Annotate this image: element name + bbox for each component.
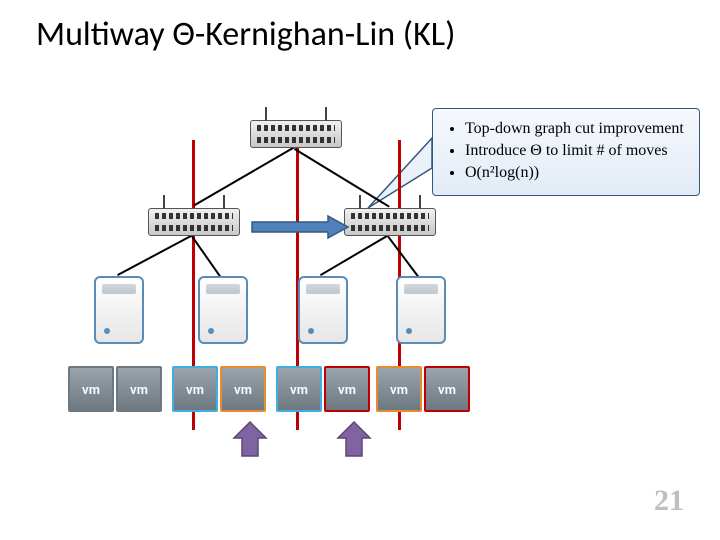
vm-box: vm	[424, 366, 470, 412]
callout-bullet: Introduce Θ to limit # of moves	[465, 141, 689, 161]
page-number: 21	[654, 484, 684, 518]
vm-box: vm	[116, 366, 162, 412]
switch-tier2	[148, 208, 240, 236]
vm-box: vm	[276, 366, 322, 412]
server-node	[298, 276, 348, 344]
callout-box: Top-down graph cut improvement Introduce…	[432, 108, 700, 196]
vm-box: vm	[172, 366, 218, 412]
vm-box: vm	[68, 366, 114, 412]
server-node	[396, 276, 446, 344]
server-node	[94, 276, 144, 344]
vm-box: vm	[220, 366, 266, 412]
switch-core	[250, 120, 342, 148]
page-title: Multiway Θ-Kernighan-Lin (KL)	[36, 14, 455, 55]
up-arrow-icon	[336, 420, 372, 460]
server-node	[198, 276, 248, 344]
callout-bullet: O(n²log(n))	[465, 163, 689, 183]
switch-tier2	[344, 208, 436, 236]
vm-box: vm	[324, 366, 370, 412]
callout-bullet: Top-down graph cut improvement	[465, 119, 689, 139]
up-arrow-icon	[232, 420, 268, 460]
move-arrow-icon	[250, 213, 350, 241]
callout-bullets: Top-down graph cut improvement Introduce…	[447, 119, 689, 183]
vm-box: vm	[376, 366, 422, 412]
